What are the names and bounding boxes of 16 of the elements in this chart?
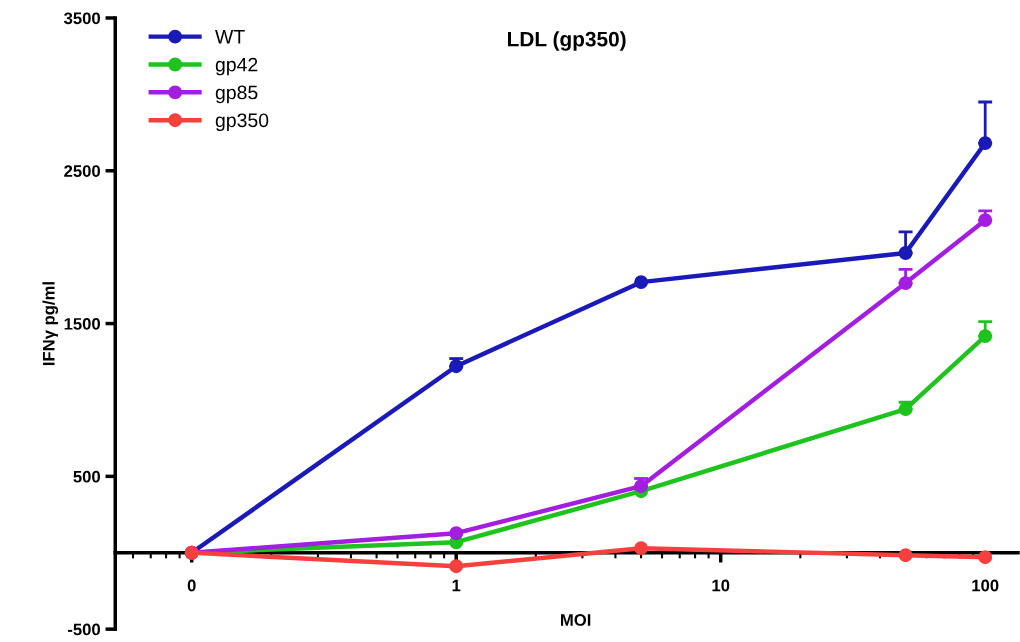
x-tick-label: 10 <box>712 579 730 592</box>
y-axis-title: IFNγ pg/ml <box>42 282 59 366</box>
y-tick-label: -500 <box>67 623 100 636</box>
x-tick-label: 100 <box>972 579 999 592</box>
x-tick-label: 0 <box>187 579 196 592</box>
x-axis-title: MOI <box>561 614 591 626</box>
y-tick-label: 3500 <box>63 12 100 25</box>
y-tick-label: 500 <box>73 470 100 483</box>
x-tick-label: 1 <box>452 579 461 592</box>
text: LDL (gp350) <box>508 31 626 51</box>
legend-label: gp42 <box>215 57 258 76</box>
y-tick-label: 1500 <box>64 317 100 330</box>
legend-label: gp85 <box>215 85 258 104</box>
y-tick-label: 2500 <box>64 165 100 177</box>
legend-label: WT <box>215 30 245 44</box>
legend-label: gp350 <box>215 113 269 132</box>
